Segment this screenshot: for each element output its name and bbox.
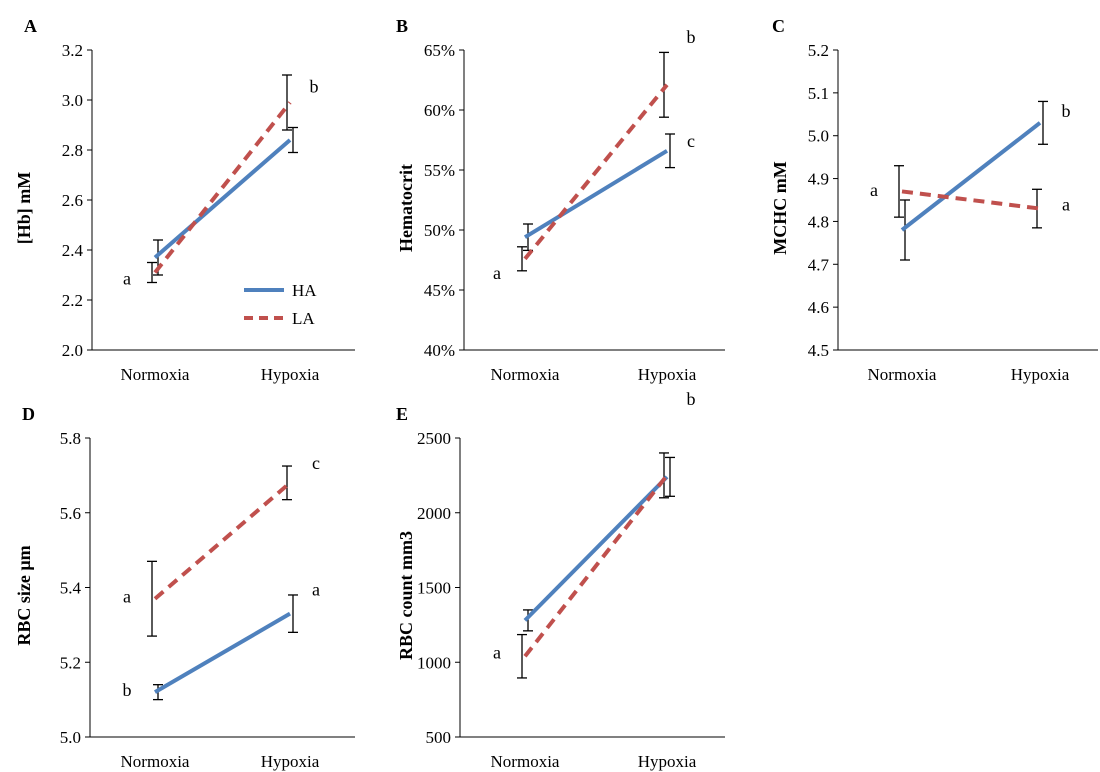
y-axis-label: RBC count mm3 bbox=[396, 531, 416, 660]
y-tick-label: 5.2 bbox=[808, 41, 829, 60]
series-line-la bbox=[901, 189, 1041, 211]
y-tick-label: 500 bbox=[426, 728, 452, 747]
significance-letter: a bbox=[493, 263, 501, 283]
y-tick-label: 40% bbox=[424, 341, 455, 360]
y-axis-label: Hematocrit bbox=[396, 164, 416, 252]
significance-letter: a bbox=[870, 180, 878, 200]
x-category-label: Normoxia bbox=[491, 752, 560, 771]
series-line-ha bbox=[153, 138, 292, 260]
y-tick-label: 2.6 bbox=[62, 191, 83, 210]
significance-letter: c bbox=[687, 131, 695, 151]
panel-letter: A bbox=[24, 16, 37, 36]
y-tick-label: 2.2 bbox=[62, 291, 83, 310]
y-tick-label: 5.4 bbox=[60, 579, 82, 598]
y-axis-label: [Hb] mM bbox=[14, 172, 34, 244]
panel-B: B 40% 45% 50% 55% 60% 65% Normoxia Hypoxia Hemato… bbox=[396, 16, 725, 384]
y-tick-label: 45% bbox=[424, 281, 455, 300]
panel-letter: C bbox=[772, 16, 785, 36]
y-tick-label: 4.8 bbox=[808, 212, 829, 231]
y-tick-label: 1500 bbox=[417, 579, 451, 598]
x-category-label: Hypoxia bbox=[1011, 365, 1070, 384]
y-tick-label: 2000 bbox=[417, 504, 451, 523]
x-category-label: Normoxia bbox=[491, 365, 560, 384]
series-line-ha bbox=[523, 475, 669, 622]
panel-A: A 2.0 2.2 2.4 2.6 2.8 3.0 3.2 Normoxia Hypoxia [Hb… bbox=[14, 16, 355, 384]
y-tick-label: 5.8 bbox=[60, 429, 81, 448]
panel-letter: D bbox=[22, 404, 35, 424]
x-category-label: Normoxia bbox=[121, 365, 190, 384]
x-category-label: Hypoxia bbox=[261, 752, 320, 771]
significance-letter: a bbox=[493, 642, 501, 662]
y-tick-label: 55% bbox=[424, 161, 455, 180]
legend: HA LA bbox=[244, 281, 317, 328]
x-category-label: Normoxia bbox=[121, 752, 190, 771]
y-tick-label: 4.6 bbox=[808, 298, 829, 317]
x-category-label: Hypoxia bbox=[638, 365, 697, 384]
y-tick-label: 5.1 bbox=[808, 84, 829, 103]
significance-letter: b bbox=[1062, 101, 1071, 121]
series-line-la bbox=[153, 101, 292, 274]
y-tick-label: 65% bbox=[424, 41, 455, 60]
y-tick-label: 5.0 bbox=[808, 127, 829, 146]
y-tick-label: 5.6 bbox=[60, 504, 81, 523]
y-tick-label: 2.0 bbox=[62, 341, 83, 360]
y-tick-label: 3.2 bbox=[62, 41, 83, 60]
y-tick-label: 4.5 bbox=[808, 341, 829, 360]
x-category-label: Hypoxia bbox=[638, 752, 697, 771]
y-tick-label: 5.0 bbox=[60, 728, 81, 747]
y-tick-label: 2500 bbox=[417, 429, 451, 448]
significance-letter: a bbox=[312, 580, 320, 600]
y-tick-label: 5.2 bbox=[60, 653, 81, 672]
y-tick-label: 2.8 bbox=[62, 141, 83, 160]
panel-C: C 4.5 4.6 4.7 4.8 4.9 5.0 5.1 5.2 Normoxia Hypoxia… bbox=[770, 16, 1098, 384]
significance-letter: b bbox=[687, 389, 696, 409]
significance-letter: c bbox=[312, 453, 320, 473]
legend-label: LA bbox=[292, 309, 315, 328]
legend-label: HA bbox=[292, 281, 317, 300]
significance-letter: a bbox=[1062, 195, 1070, 215]
series-line-ha bbox=[523, 149, 669, 239]
y-tick-label: 50% bbox=[424, 221, 455, 240]
y-tick-label: 1000 bbox=[417, 653, 451, 672]
x-category-label: Normoxia bbox=[868, 365, 937, 384]
y-tick-label: 2.4 bbox=[62, 241, 84, 260]
series-line-la bbox=[153, 481, 292, 601]
panel-letter: E bbox=[396, 404, 408, 424]
panel-D: D 5.0 5.2 5.4 5.6 5.8 Normoxia Hypoxia RBC size … bbox=[14, 404, 355, 771]
y-tick-label: 4.9 bbox=[808, 170, 829, 189]
significance-letter: a bbox=[123, 269, 131, 289]
significance-letter: a bbox=[123, 587, 131, 607]
significance-letter: b bbox=[123, 680, 132, 700]
y-axis-label: RBC size µm bbox=[14, 545, 34, 645]
significance-letter: b bbox=[687, 27, 696, 47]
y-tick-label: 60% bbox=[424, 101, 455, 120]
significance-letter: b bbox=[310, 77, 319, 97]
panel-E: E 500 1000 1500 2000 2500 Normoxia Hypoxia RBC c… bbox=[396, 389, 725, 771]
y-tick-label: 4.7 bbox=[808, 255, 830, 274]
series-line-ha bbox=[900, 121, 1042, 232]
y-tick-label: 3.0 bbox=[62, 91, 83, 110]
series-line-la bbox=[523, 474, 669, 658]
series-line-la bbox=[523, 83, 669, 261]
x-category-label: Hypoxia bbox=[261, 365, 320, 384]
y-axis-label: MCHC mM bbox=[770, 161, 790, 254]
series-line-ha bbox=[153, 611, 292, 694]
panel-letter: B bbox=[396, 16, 408, 36]
